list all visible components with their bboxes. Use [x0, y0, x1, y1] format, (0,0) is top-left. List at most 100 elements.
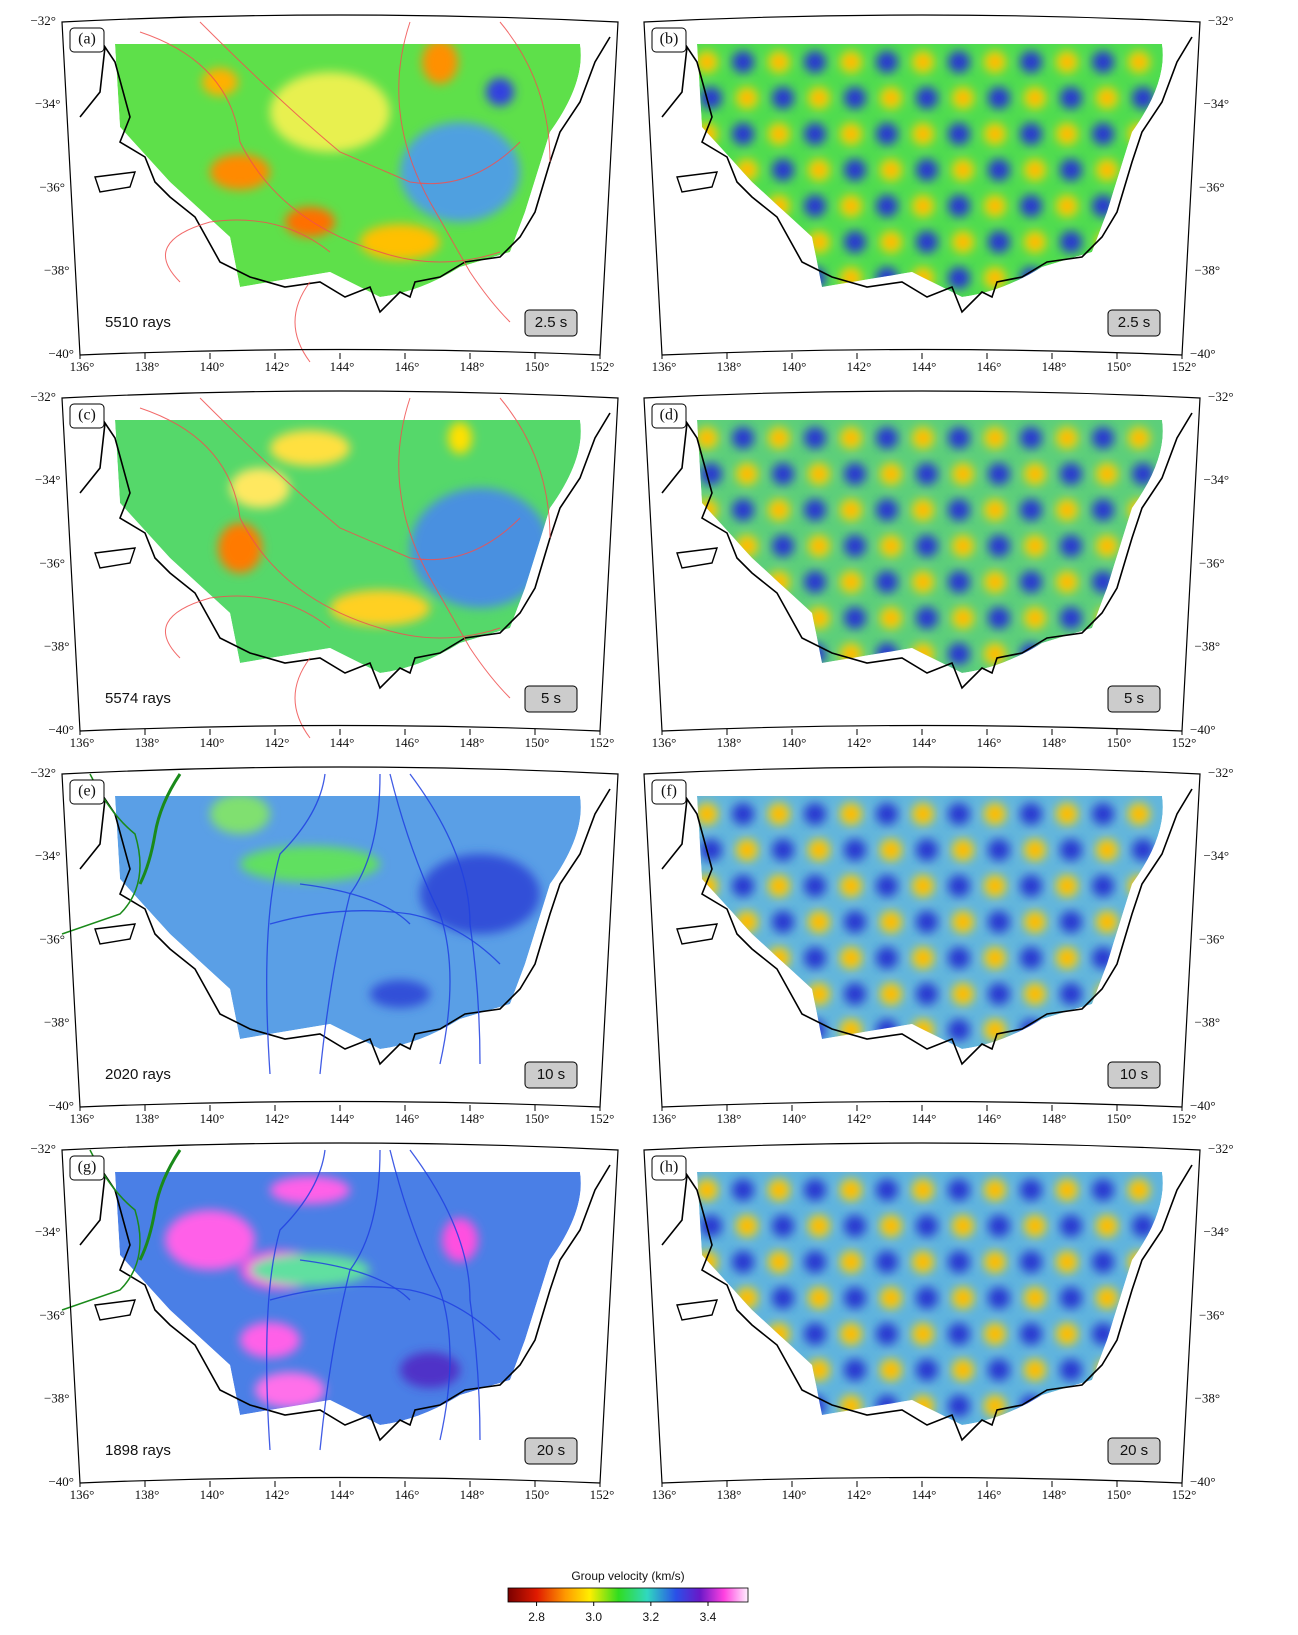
checker	[948, 875, 970, 897]
checker	[1092, 1019, 1114, 1041]
checker	[912, 1019, 934, 1041]
checker-core	[774, 1329, 784, 1339]
checker-core	[742, 237, 752, 247]
checker-core	[1062, 953, 1072, 963]
panel-label-box	[651, 27, 687, 53]
coastline	[661, 412, 1193, 690]
period-label: 2.5 s	[1118, 314, 1151, 331]
checker	[1060, 159, 1082, 181]
checker	[1132, 607, 1154, 629]
geology-line	[269, 910, 501, 965]
geology-line	[398, 397, 511, 699]
checker	[732, 195, 754, 217]
checker	[948, 1179, 970, 1201]
checker-core	[918, 273, 928, 283]
checker	[1096, 607, 1118, 629]
lon-tick-label: 138°	[135, 735, 160, 750]
lon-tick-label: 152°	[590, 359, 615, 374]
lat-tick-label: −36°	[1199, 1307, 1225, 1322]
checker	[948, 643, 970, 665]
checker	[948, 803, 970, 825]
checker	[1092, 571, 1114, 593]
checker-core	[774, 273, 784, 283]
geology-line	[409, 1149, 481, 1441]
lon-tick-label: 138°	[717, 359, 742, 374]
lon-tick-label: 150°	[1107, 1487, 1132, 1502]
colorbar-tick-label: 3.4	[700, 1610, 717, 1624]
checker	[1128, 947, 1150, 969]
anomaly	[240, 1322, 300, 1358]
checker-core	[886, 237, 896, 247]
period-box	[524, 685, 578, 713]
checker	[732, 1323, 754, 1345]
map-panel: 136° 138° 140° 142° 144° 146° 148° 150° 152° −32°…	[30, 1141, 619, 1502]
map-panel: 136° 138° 140° 142° 144° 146° 148° 150° 152° −32°…	[643, 765, 1234, 1126]
period-label: 5 s	[541, 690, 561, 707]
checker	[876, 947, 898, 969]
tomography	[115, 420, 581, 673]
checker-core	[774, 1257, 784, 1267]
checker	[1060, 535, 1082, 557]
checker	[700, 983, 722, 1005]
lat-tick-label: −40°	[48, 1474, 74, 1489]
lon-tick-label: 150°	[1107, 1111, 1132, 1126]
checker	[1092, 123, 1114, 145]
checker-core	[958, 93, 968, 103]
lon-tick-label: 150°	[525, 1487, 550, 1502]
lon-tick-label: 146°	[395, 359, 420, 374]
geology-line	[389, 773, 451, 1065]
period-box	[524, 309, 578, 337]
checker-core	[814, 1293, 824, 1303]
checker-core	[1030, 165, 1040, 175]
lon-tick-label: 142°	[847, 735, 872, 750]
checker	[1020, 1251, 1042, 1273]
checker	[844, 159, 866, 181]
anomaly	[250, 1254, 370, 1286]
checker	[736, 231, 758, 253]
lon-tick-label: 146°	[977, 359, 1002, 374]
lon-tick-label: 136°	[652, 1487, 677, 1502]
checker	[804, 499, 826, 521]
checker-core	[702, 201, 712, 211]
checker	[844, 839, 866, 861]
map-frame	[643, 14, 1201, 356]
checker	[768, 1395, 790, 1417]
checker-core	[958, 1221, 968, 1231]
boundary-line	[138, 773, 182, 885]
checker-core	[1062, 1025, 1072, 1035]
lon-tick-label: 140°	[782, 1487, 807, 1502]
checker-core	[990, 129, 1000, 139]
checker	[1020, 195, 1042, 217]
checker	[1092, 499, 1114, 521]
checker-core	[846, 1025, 856, 1035]
checker	[732, 1179, 754, 1201]
map-frame	[61, 1142, 619, 1484]
panel-label-box	[651, 1155, 687, 1181]
checker	[804, 643, 826, 665]
lat-tick-label: −32°	[1208, 389, 1234, 404]
checker	[1056, 1019, 1078, 1041]
checker-core	[886, 165, 896, 175]
lon-tick-label: 148°	[460, 359, 485, 374]
checker	[804, 571, 826, 593]
checker-core	[846, 273, 856, 283]
checker	[1060, 463, 1082, 485]
checker	[988, 159, 1010, 181]
geology-line	[299, 1259, 411, 1301]
checker	[736, 983, 758, 1005]
checker	[700, 1215, 722, 1237]
lat-tick-label: −38°	[44, 639, 70, 654]
geology-line	[266, 773, 326, 1075]
checker	[1020, 1395, 1042, 1417]
checker	[916, 1359, 938, 1381]
anomaly	[210, 154, 270, 190]
period-box	[1107, 309, 1161, 337]
checker	[844, 607, 866, 629]
checker-core	[958, 237, 968, 247]
checker-core	[918, 57, 928, 67]
checker	[948, 195, 970, 217]
lon-tick-label: 144°	[330, 735, 355, 750]
geology-line	[139, 31, 501, 263]
lat-tick-label: −32°	[1208, 1141, 1234, 1156]
checker	[1020, 1323, 1042, 1345]
